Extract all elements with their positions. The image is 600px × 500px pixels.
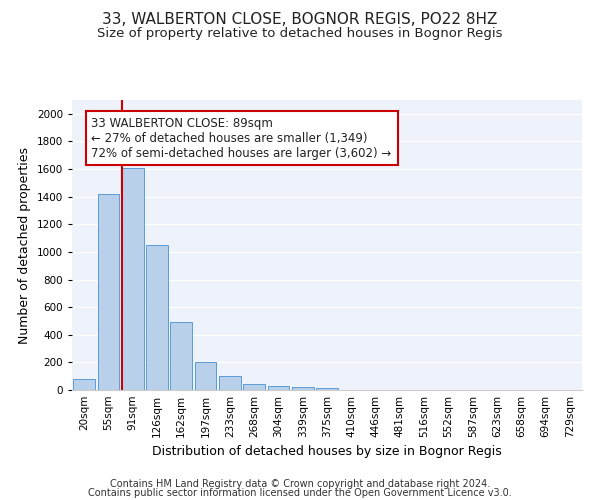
- Bar: [268, 386, 289, 390]
- Bar: [122, 168, 143, 390]
- Bar: [316, 388, 338, 390]
- Text: Contains HM Land Registry data © Crown copyright and database right 2024.: Contains HM Land Registry data © Crown c…: [110, 479, 490, 489]
- Y-axis label: Number of detached properties: Number of detached properties: [18, 146, 31, 344]
- Text: Contains public sector information licensed under the Open Government Licence v3: Contains public sector information licen…: [88, 488, 512, 498]
- Bar: [97, 194, 119, 390]
- Text: 33 WALBERTON CLOSE: 89sqm
← 27% of detached houses are smaller (1,349)
72% of se: 33 WALBERTON CLOSE: 89sqm ← 27% of detac…: [91, 116, 392, 160]
- Bar: [243, 384, 265, 390]
- X-axis label: Distribution of detached houses by size in Bognor Regis: Distribution of detached houses by size …: [152, 446, 502, 458]
- Bar: [170, 322, 192, 390]
- Text: 33, WALBERTON CLOSE, BOGNOR REGIS, PO22 8HZ: 33, WALBERTON CLOSE, BOGNOR REGIS, PO22 …: [103, 12, 497, 28]
- Bar: [219, 376, 241, 390]
- Text: Size of property relative to detached houses in Bognor Regis: Size of property relative to detached ho…: [97, 28, 503, 40]
- Bar: [194, 362, 217, 390]
- Bar: [292, 387, 314, 390]
- Bar: [73, 379, 95, 390]
- Bar: [146, 245, 168, 390]
